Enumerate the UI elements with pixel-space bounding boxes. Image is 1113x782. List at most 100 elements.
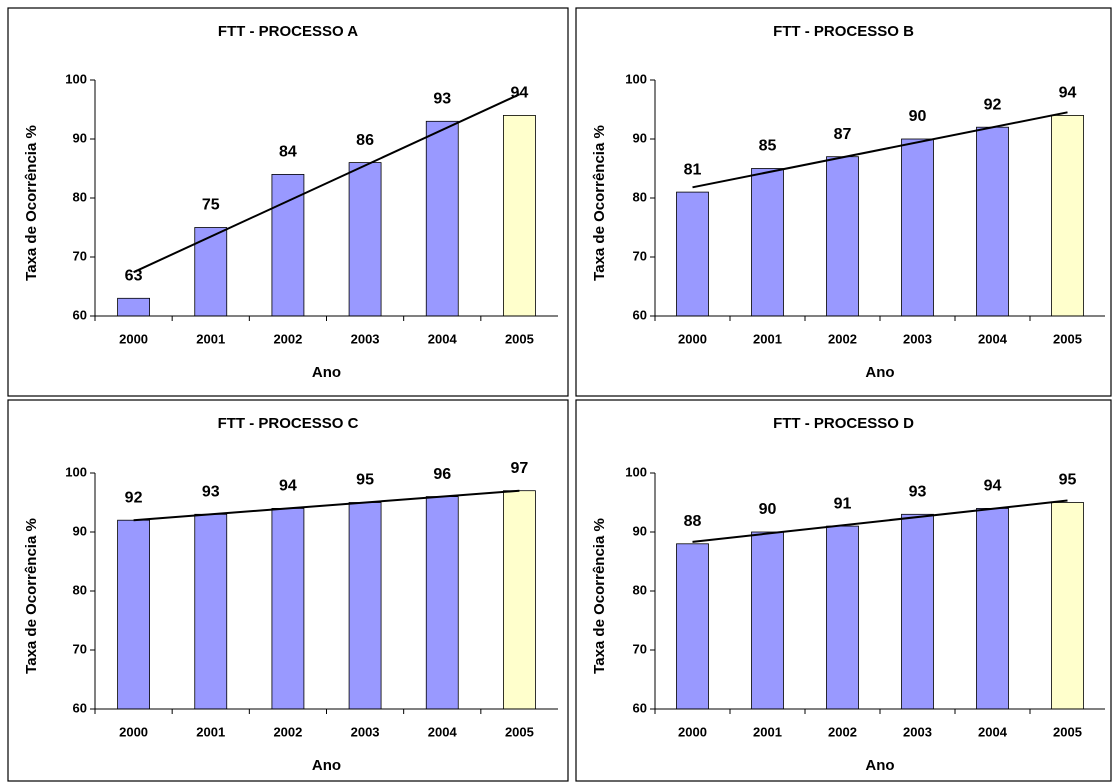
x-tick-label: 2004 (978, 724, 1008, 739)
bar (503, 490, 536, 710)
y-tick-label: 100 (625, 464, 647, 479)
x-axis-title: Ano (865, 757, 894, 774)
x-tick-label: 2003 (351, 331, 380, 346)
x-tick-label: 2005 (505, 724, 534, 739)
data-label: 94 (279, 478, 297, 495)
bar (425, 120, 459, 317)
chart-panel: FTT - PROCESSO D 60 70 80 90 100 88 2000 90 2001 9… (575, 399, 1112, 782)
y-axis-title: Taxa de Ocorrência % (591, 518, 608, 674)
y-axis-title: Taxa de Ocorrência % (23, 125, 40, 281)
chart-panel: FTT - PROCESSO A 60 70 80 90 100 63 2000 75 2001 8… (7, 7, 569, 397)
y-axis-title: Taxa de Ocorrência % (23, 518, 40, 674)
bar (348, 502, 382, 710)
y-tick-label: 100 (65, 464, 87, 479)
data-label: 92 (984, 96, 1002, 113)
trendline (692, 499, 1068, 543)
x-tick-label: 2000 (119, 331, 148, 346)
x-axis-title: Ano (865, 364, 894, 381)
x-tick-label: 2002 (828, 331, 857, 346)
x-tick-label: 2002 (828, 724, 857, 739)
y-tick-label: 90 (73, 130, 87, 145)
y-tick-label: 60 (73, 307, 87, 322)
x-axis-title: Ano (312, 757, 341, 774)
data-label: 93 (433, 91, 451, 108)
x-tick-label: 2003 (903, 724, 932, 739)
y-tick-label: 70 (633, 641, 647, 656)
y-tick-label: 100 (65, 71, 87, 86)
y-tick-label: 90 (633, 130, 647, 145)
chart-title: FTT - PROCESSO B (773, 23, 914, 40)
y-tick-label: 90 (73, 523, 87, 538)
bar (751, 168, 784, 317)
data-label: 93 (909, 484, 927, 501)
bar (676, 191, 709, 317)
bar (117, 297, 150, 317)
data-label: 90 (909, 108, 927, 125)
y-tick-label: 70 (73, 641, 87, 656)
x-tick-label: 2005 (1053, 331, 1082, 346)
data-label: 86 (356, 132, 374, 149)
chart-title: FTT - PROCESSO A (218, 23, 358, 40)
data-label: 88 (684, 513, 702, 530)
bar (425, 496, 459, 710)
data-label: 93 (202, 484, 220, 501)
y-tick-label: 60 (633, 700, 647, 715)
x-tick-label: 2005 (1053, 724, 1082, 739)
x-tick-label: 2001 (196, 724, 225, 739)
trendline (133, 93, 520, 274)
data-label: 94 (511, 85, 529, 102)
bar (751, 531, 784, 710)
x-tick-label: 2004 (428, 724, 458, 739)
trendline (692, 111, 1068, 189)
y-tick-label: 70 (633, 248, 647, 263)
x-tick-label: 2003 (351, 724, 380, 739)
data-label: 96 (433, 466, 451, 483)
data-label: 81 (684, 161, 702, 178)
chart-panel: FTT - PROCESSO B 60 70 80 90 100 81 2000 85 2001 8… (575, 7, 1112, 397)
bar (117, 519, 150, 710)
bar (271, 507, 305, 710)
bar (194, 513, 228, 710)
x-tick-label: 2001 (753, 331, 782, 346)
data-label: 87 (834, 126, 852, 143)
data-label: 94 (984, 478, 1002, 495)
y-axis-title: Taxa de Ocorrência % (591, 125, 608, 281)
x-tick-label: 2005 (505, 331, 534, 346)
data-label: 95 (356, 472, 374, 489)
x-axis-title: Ano (312, 364, 341, 381)
bar (826, 525, 859, 710)
x-tick-label: 2003 (903, 331, 932, 346)
x-tick-label: 2000 (678, 331, 707, 346)
chart-title: FTT - PROCESSO C (218, 415, 359, 432)
y-tick-label: 80 (633, 189, 647, 204)
x-tick-label: 2002 (273, 331, 302, 346)
y-tick-label: 90 (633, 523, 647, 538)
x-tick-label: 2004 (978, 331, 1008, 346)
bar (976, 126, 1009, 317)
bar (348, 162, 382, 317)
bar (676, 543, 709, 710)
data-label: 92 (125, 489, 143, 506)
data-label: 95 (1059, 472, 1077, 489)
bar (901, 138, 934, 317)
x-tick-label: 2002 (273, 724, 302, 739)
y-tick-label: 80 (633, 582, 647, 597)
data-label: 84 (279, 144, 297, 161)
bar (1051, 502, 1084, 710)
data-label: 97 (511, 460, 529, 477)
data-label: 75 (202, 197, 220, 214)
x-tick-label: 2004 (428, 331, 458, 346)
bar (826, 156, 859, 317)
x-tick-label: 2001 (753, 724, 782, 739)
x-tick-label: 2000 (119, 724, 148, 739)
data-label: 63 (125, 268, 143, 285)
x-tick-label: 2001 (196, 331, 225, 346)
bar (976, 507, 1009, 710)
y-tick-label: 60 (633, 307, 647, 322)
trendline (133, 489, 520, 522)
bar (1051, 115, 1084, 317)
bar (503, 115, 536, 317)
y-tick-label: 100 (625, 71, 647, 86)
y-tick-label: 60 (73, 700, 87, 715)
